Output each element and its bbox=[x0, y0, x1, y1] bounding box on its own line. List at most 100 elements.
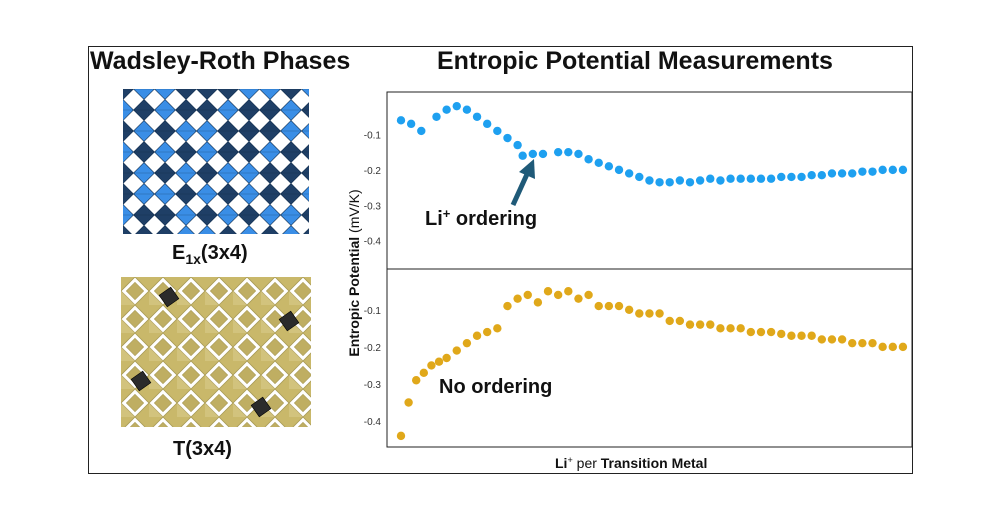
e1x-gap bbox=[211, 177, 224, 190]
e1x-octahedron bbox=[123, 225, 132, 234]
t-tetrahedron bbox=[250, 396, 272, 418]
t-octahedron-inner bbox=[237, 393, 257, 413]
t-data-point bbox=[493, 324, 502, 333]
e1x-data-point bbox=[493, 126, 502, 136]
t-octahedron-inner bbox=[241, 421, 253, 427]
e1x-data-point bbox=[513, 140, 522, 150]
t-octahedron-inner bbox=[209, 337, 229, 357]
t-data-point bbox=[419, 368, 429, 378]
t-data-point bbox=[635, 309, 644, 318]
ordering-arrow-shaft bbox=[510, 170, 531, 207]
t-data-point bbox=[766, 327, 776, 337]
t-octahedron-inner bbox=[209, 309, 229, 329]
t-octahedron-inner bbox=[157, 421, 169, 427]
t-data-point bbox=[797, 331, 806, 340]
e1x-gap bbox=[232, 156, 245, 169]
e1x-data-point bbox=[898, 165, 908, 175]
e1x-octahedron bbox=[198, 225, 216, 234]
e1x-data-point bbox=[553, 147, 563, 157]
e1x-data-point bbox=[432, 112, 441, 121]
e1x-data-point bbox=[878, 165, 887, 175]
x-axis-label: Li+ per Transition Metal bbox=[555, 455, 708, 471]
t-octahedron-facet bbox=[121, 347, 135, 361]
t-octahedron-inner bbox=[293, 281, 311, 301]
t-tetrahedron bbox=[278, 310, 300, 332]
e1x-data-point bbox=[482, 119, 492, 129]
t-data-point bbox=[858, 338, 867, 348]
t-octahedron-facet bbox=[261, 319, 275, 333]
e1x-background bbox=[123, 89, 309, 234]
t-octahedron-inner bbox=[265, 365, 285, 385]
t-octahedron-inner bbox=[153, 365, 173, 385]
e1x-data-point bbox=[594, 158, 603, 167]
li-ordering-annotation: Li+ ordering bbox=[425, 206, 538, 231]
t-octahedron-inner bbox=[181, 365, 201, 385]
e1x-octahedron bbox=[123, 89, 134, 100]
t-octahedron-facet bbox=[289, 375, 303, 389]
e1x-data-point bbox=[584, 155, 593, 164]
t-octahedron-inner bbox=[125, 281, 145, 301]
t-octahedron-facet bbox=[149, 375, 163, 389]
e1x-data-point bbox=[655, 178, 664, 187]
e1x-octahedron bbox=[135, 225, 153, 234]
e1x-data-point bbox=[777, 172, 786, 182]
e1x-gap bbox=[190, 135, 203, 148]
e1x-octahedron bbox=[219, 225, 237, 234]
t-octahedron-inner bbox=[181, 393, 201, 413]
e1x-data-point bbox=[635, 172, 644, 182]
t-tetrahedron bbox=[158, 286, 180, 308]
y-tick-label: -0.3 bbox=[364, 201, 382, 212]
t-data-point bbox=[837, 335, 847, 344]
e1x-gap bbox=[148, 177, 161, 190]
t-octahedron-inner bbox=[153, 393, 173, 413]
e1x-data-point bbox=[695, 176, 705, 185]
e1x-data-point bbox=[538, 149, 548, 159]
t-data-point bbox=[574, 294, 583, 303]
t-octahedron-facet bbox=[149, 291, 163, 305]
t-octahedron-facet bbox=[233, 291, 247, 305]
y-axis-label: Entropic Potential (mV/K) bbox=[346, 189, 362, 357]
t-octahedron-inner bbox=[293, 337, 311, 357]
t-data-point bbox=[898, 342, 908, 352]
e1x-octahedron bbox=[177, 225, 195, 234]
e1x-data-point bbox=[472, 112, 482, 121]
t-octahedron-facet bbox=[177, 291, 191, 305]
t-data-point bbox=[396, 431, 406, 441]
t-data-point bbox=[584, 290, 593, 300]
t-octahedron-facet bbox=[177, 347, 191, 361]
t-octahedron-inner bbox=[297, 421, 309, 427]
t-octahedron-facet bbox=[289, 403, 303, 417]
t-octahedron-inner bbox=[293, 365, 311, 385]
t-data-point bbox=[746, 327, 756, 337]
t-octahedron-inner bbox=[237, 309, 257, 329]
e1x-data-point bbox=[574, 149, 583, 159]
t-data-point bbox=[427, 361, 436, 370]
t-octahedron-facet bbox=[149, 319, 163, 333]
e1x-data-point bbox=[817, 170, 827, 180]
e1x-data-point bbox=[706, 174, 715, 183]
e1x-data-point bbox=[564, 147, 573, 157]
t-octahedron-inner bbox=[209, 365, 229, 385]
e1x-crystal-structure bbox=[123, 89, 309, 234]
e1x-octahedron bbox=[301, 89, 309, 97]
t-octahedron-facet bbox=[261, 291, 275, 305]
e1x-gap bbox=[232, 93, 245, 106]
t-octahedron-inner bbox=[237, 337, 257, 357]
t-data-point bbox=[756, 327, 766, 337]
t-octahedron bbox=[302, 352, 311, 370]
t-octahedron-facet bbox=[261, 347, 275, 361]
e1x-data-point bbox=[645, 176, 654, 185]
e1x-octahedron bbox=[261, 225, 279, 234]
t-data-point bbox=[716, 324, 725, 333]
t-octahedron-facet bbox=[177, 375, 191, 389]
y-tick-label: -0.4 bbox=[364, 237, 382, 248]
e1x-data-point bbox=[868, 167, 877, 176]
t-octahedron-facet bbox=[233, 403, 247, 417]
t-data-point bbox=[665, 316, 674, 326]
e1x-octahedron bbox=[240, 225, 258, 234]
t-data-point bbox=[624, 305, 634, 314]
e1x-gap bbox=[127, 198, 140, 211]
t-octahedron bbox=[302, 380, 311, 398]
t-octahedron-inner bbox=[293, 393, 311, 413]
t-octahedron-inner bbox=[265, 309, 285, 329]
